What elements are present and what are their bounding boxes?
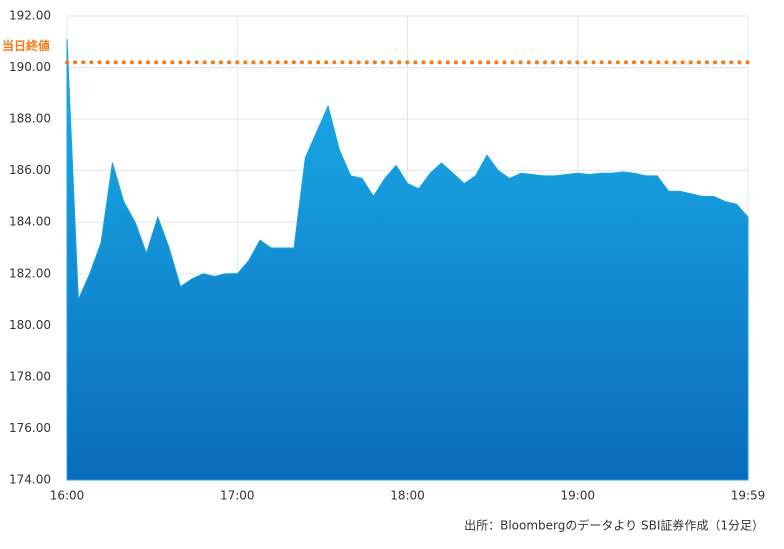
y-tick-label: 178.00 [9,369,51,383]
y-tick-label: 186.00 [9,163,51,177]
reference-label: 当日終値 [2,38,50,53]
source-note: 出所：Bloombergのデータより SBI証券作成（1分足） [464,518,764,533]
y-tick-label: 180.00 [9,318,51,332]
y-tick-label: 188.00 [9,112,51,126]
y-tick-label: 184.00 [9,215,51,229]
area [66,39,749,481]
y-tick-label: 176.00 [9,421,51,435]
y-tick-label: 192.00 [9,9,51,23]
y-tick-label: 190.00 [9,60,51,74]
x-tick-label: 16:00 [50,489,85,503]
y-tick-label: 182.00 [9,266,51,280]
x-tick-label: 17:00 [220,489,255,503]
y-tick-label: 174.00 [9,473,51,487]
x-tick-label: 19:59 [731,489,766,503]
x-tick-label: 19:00 [560,489,595,503]
x-tick-label: 18:00 [390,489,425,503]
